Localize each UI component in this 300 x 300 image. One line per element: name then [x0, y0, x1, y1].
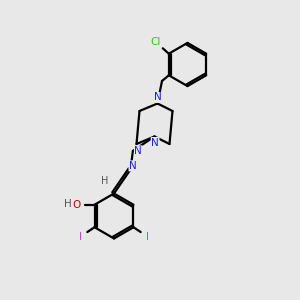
Text: I: I [79, 232, 82, 242]
Text: O: O [72, 200, 81, 210]
Text: H: H [101, 176, 108, 186]
Text: N: N [154, 92, 162, 103]
Text: Cl: Cl [150, 37, 160, 47]
Text: N: N [134, 146, 142, 156]
Text: H: H [64, 199, 71, 209]
Text: I: I [146, 232, 149, 242]
Text: N: N [151, 137, 159, 148]
Text: N: N [129, 161, 137, 171]
